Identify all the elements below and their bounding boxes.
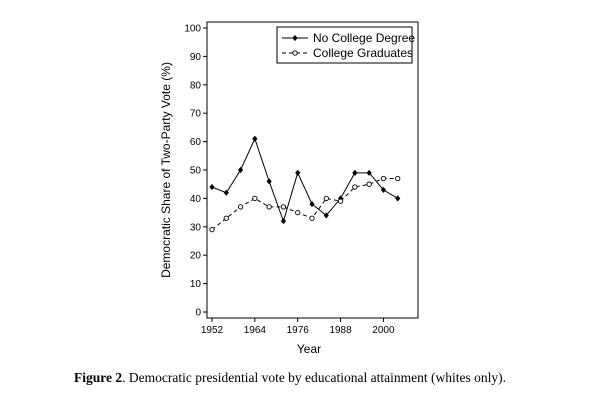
y-tick-label: 30 [190, 222, 202, 233]
y-tick-label: 70 [190, 109, 202, 120]
x-tick-label: 1976 [287, 325, 310, 336]
y-tick-label: 90 [190, 52, 202, 63]
x-tick-label: 1988 [329, 325, 352, 336]
data-point-series-1 [280, 218, 287, 225]
figure-caption-text: . Democratic presidential vote by educat… [122, 370, 506, 385]
legend-label-1: No College Degree [313, 31, 415, 45]
data-point-series-2 [380, 175, 387, 182]
y-tick-label: 80 [190, 80, 202, 91]
data-point-series-1 [237, 166, 244, 174]
data-point-series-1 [366, 169, 372, 176]
y-tick-label: 100 [184, 24, 201, 35]
data-point-series-1 [252, 135, 258, 142]
data-point-series-1 [380, 186, 387, 193]
data-point-series-1 [395, 195, 401, 202]
legend-marker-1 [292, 34, 298, 42]
data-point-series-2 [295, 209, 301, 216]
data-point-series-2 [252, 195, 258, 202]
data-point-series-1 [323, 212, 329, 219]
data-point-series-2 [337, 198, 344, 204]
data-point-series-2 [366, 181, 372, 187]
data-point-series-1 [295, 169, 301, 176]
y-axis: 0 10 20 30 40 50 60 70 80 90 100 [184, 24, 207, 319]
data-point-series-2 [352, 184, 358, 190]
legend-label-2: College Graduates [313, 46, 413, 60]
series-markers [209, 135, 401, 233]
y-tick-label: 40 [190, 194, 202, 205]
y-tick-label: 0 [195, 308, 201, 319]
y-tick-label: 20 [190, 251, 202, 262]
x-tick-label: 2000 [372, 325, 395, 336]
figure-caption-label: Figure 2 [74, 370, 123, 385]
data-point-series-1 [209, 183, 215, 191]
x-tick-label: 1952 [201, 325, 224, 336]
y-tick-label: 50 [190, 166, 202, 177]
data-point-series-1 [266, 178, 272, 185]
x-axis-label: Year [297, 342, 321, 356]
y-axis-label: Democratic Share of Two-Party Vote (%) [159, 62, 173, 278]
data-point-series-1 [352, 169, 358, 176]
x-axis: 1952 1964 1976 1988 2000 [201, 318, 395, 336]
series-line-2 [211, 178, 398, 231]
data-point-series-2 [223, 215, 229, 221]
data-point-series-1 [223, 189, 229, 196]
data-point-series-2 [309, 215, 315, 221]
x-tick-label: 1964 [244, 325, 267, 336]
y-tick-label: 10 [190, 279, 202, 290]
legend-marker-2 [292, 50, 298, 56]
data-point-series-2 [395, 175, 401, 182]
legend-box [276, 26, 413, 64]
figure-caption: Figure 2. Democratic presidential vote b… [74, 370, 594, 386]
data-point-series-2 [323, 195, 329, 202]
data-point-series-2 [209, 226, 215, 233]
y-tick-label: 60 [190, 137, 202, 148]
data-point-series-2 [280, 204, 287, 210]
data-point-series-2 [237, 204, 244, 210]
data-point-series-1 [309, 201, 315, 208]
data-point-series-2 [266, 204, 272, 210]
